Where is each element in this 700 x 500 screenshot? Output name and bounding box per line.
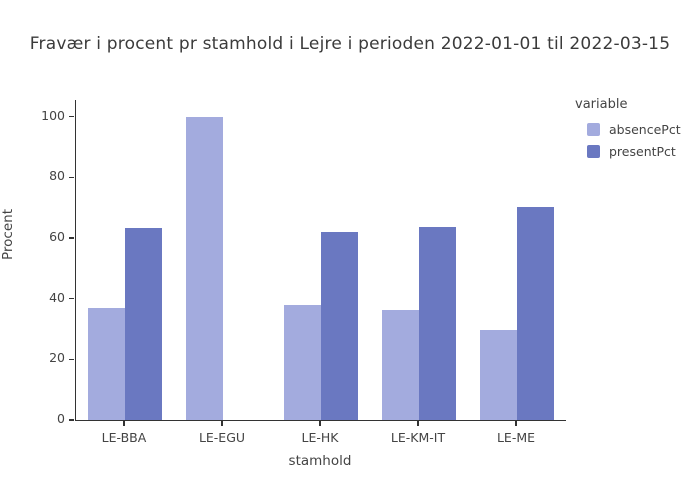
plot-area: [75, 100, 566, 421]
x-tick-mark: [319, 421, 321, 426]
legend-swatch-presentPct: [587, 144, 600, 158]
bar-absencePct-le-hk: [284, 305, 321, 420]
legend-item-absencePct[interactable]: absencePct: [575, 118, 681, 140]
y-tick-label: 80: [49, 168, 65, 184]
legend: variable absencePct presentPct: [575, 97, 681, 162]
y-tick-label: 40: [49, 289, 65, 305]
bar-absencePct-le-egu: [186, 116, 223, 420]
bar-group-le-km-it: [370, 100, 468, 420]
x-tick-label-le-bba: LE-BBA: [101, 430, 147, 445]
legend-swatch-absencePct: [587, 122, 600, 136]
x-axis-title: stamhold: [288, 453, 352, 469]
y-tick-label: 60: [49, 229, 65, 245]
y-tick-mark: [69, 297, 74, 300]
x-tick-label-le-km-it: LE-KM-IT: [390, 430, 446, 445]
y-tick-label: 100: [41, 107, 65, 123]
y-tick-mark: [69, 176, 74, 179]
bar-presentPct-le-hk: [321, 231, 358, 420]
y-tick-label: 0: [57, 411, 65, 426]
y-tick-mark: [69, 116, 74, 118]
chart-title: Fravær i procent pr stamhold i Lejre i p…: [29, 34, 671, 54]
bar-absencePct-le-km-it: [382, 309, 419, 420]
bar-presentPct-le-bba: [125, 228, 162, 420]
y-tick-mark: [69, 237, 74, 239]
bar-absencePct-le-bba: [88, 308, 125, 420]
y-tick-mark: [69, 419, 74, 421]
bar-group-le-bba: [76, 100, 174, 420]
legend-item-presentPct[interactable]: presentPct: [575, 140, 681, 162]
legend-label-absencePct: absencePct: [609, 121, 681, 137]
x-tick-label-le-me: LE-ME: [496, 430, 536, 445]
x-tick-mark: [221, 421, 223, 426]
bar-absencePct-le-me: [480, 329, 517, 420]
legend-items: absencePct presentPct: [575, 118, 681, 162]
bar-presentPct-le-km-it: [419, 227, 456, 420]
y-axis-title: Procent: [0, 209, 16, 260]
x-tick-mark: [515, 421, 517, 426]
legend-title: variable: [575, 97, 628, 112]
bar-group-le-egu: [174, 100, 272, 420]
bar-group-le-hk: [272, 100, 370, 420]
y-tick-label: 20: [49, 350, 65, 366]
bar-presentPct-le-me: [517, 206, 554, 420]
x-tick-label-le-hk: LE-HK: [301, 430, 339, 445]
bar-group-le-me: [468, 100, 566, 420]
x-tick-mark: [417, 421, 419, 426]
legend-label-presentPct: presentPct: [609, 143, 676, 159]
x-tick-mark: [123, 421, 125, 426]
x-tick-label-le-egu: LE-EGU: [198, 430, 246, 445]
y-tick-mark: [69, 358, 74, 361]
